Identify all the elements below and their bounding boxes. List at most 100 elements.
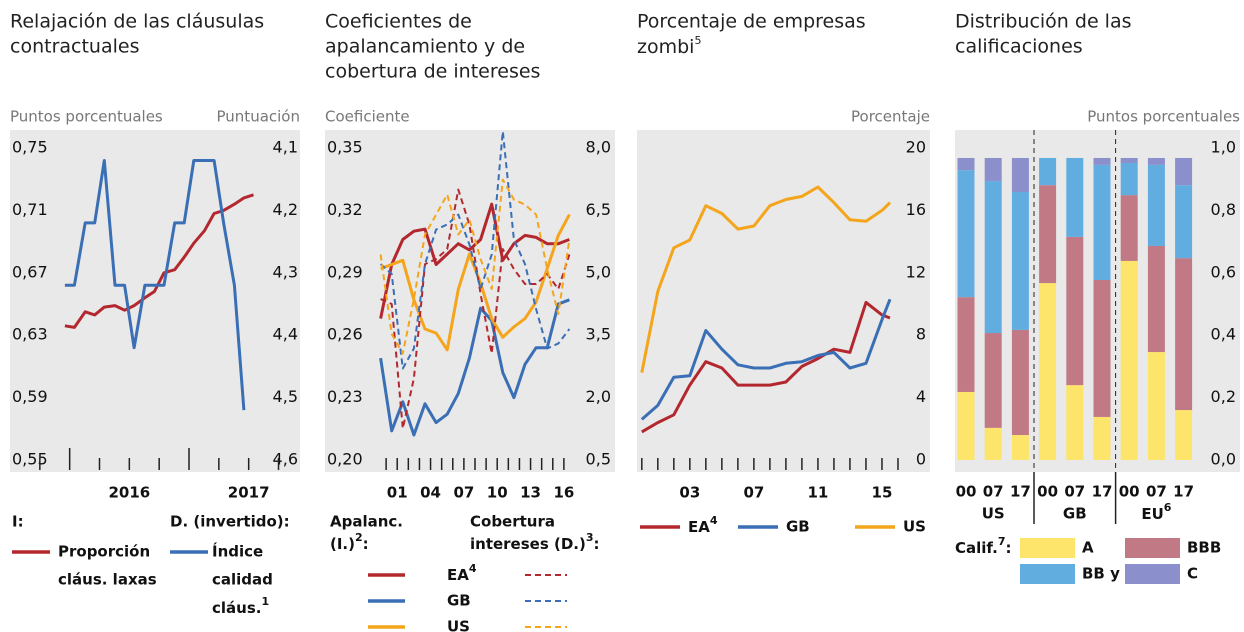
bar-segment bbox=[957, 297, 975, 392]
legend-header-text: (I.) bbox=[330, 535, 355, 553]
y2-tick-label: 6,5 bbox=[586, 200, 611, 219]
group-label-text: EU bbox=[1141, 505, 1163, 523]
series-line bbox=[380, 188, 571, 430]
bar-segment bbox=[1093, 164, 1111, 280]
bar-segment bbox=[1066, 157, 1084, 237]
y-axis-label: Porcentaje bbox=[851, 108, 930, 126]
legend-label: calidad bbox=[212, 571, 273, 589]
series-line bbox=[379, 178, 571, 355]
x-tick-label: 17 bbox=[1092, 483, 1113, 501]
y-tick-label: 0,20 bbox=[327, 450, 363, 469]
y-tick-label: 0,2 bbox=[1211, 387, 1236, 406]
group-label: EU6 bbox=[1141, 501, 1171, 523]
y2-tick-label: 4,3 bbox=[273, 262, 298, 281]
bar-segment bbox=[957, 170, 975, 298]
plot-background bbox=[637, 130, 930, 472]
legend-swatch bbox=[1020, 538, 1075, 558]
x-tick-label: 07 bbox=[453, 484, 474, 502]
bar-segment bbox=[1066, 385, 1084, 460]
chart-title: Porcentaje de empresas bbox=[637, 11, 866, 33]
x-tick-label: 2017 bbox=[228, 484, 270, 502]
legend-header-suffix: : bbox=[363, 535, 369, 553]
legend-title: Calif.7: bbox=[955, 535, 1011, 557]
y2-axis-label: Puntuación bbox=[217, 108, 300, 126]
y-tick-label: 20 bbox=[906, 138, 926, 157]
chart-title: zombi5 bbox=[637, 34, 701, 58]
y-tick-label: 0,55 bbox=[12, 450, 48, 469]
series-line bbox=[640, 185, 892, 373]
x-tick-label: 01 bbox=[387, 484, 408, 502]
x-tick-label: 17 bbox=[1010, 483, 1031, 501]
footnote-mark: 2 bbox=[355, 531, 363, 544]
bar-segment bbox=[1175, 258, 1193, 411]
y2-tick-label: 4,1 bbox=[273, 138, 298, 157]
legend-label: cláus.1 bbox=[212, 595, 269, 617]
y-tick-label: 0 bbox=[916, 450, 926, 469]
y-tick-label: 8 bbox=[916, 325, 926, 344]
legend-label: Proporción bbox=[58, 543, 150, 561]
y2-tick-label: 2,0 bbox=[586, 387, 611, 406]
legend-label-text: EA bbox=[447, 566, 469, 584]
footnote-mark: 4 bbox=[469, 562, 477, 575]
footnote-mark: 1 bbox=[261, 595, 269, 608]
bar-segment bbox=[1147, 352, 1165, 460]
bar-segment bbox=[1011, 191, 1029, 330]
x-tick-label: 10 bbox=[487, 484, 508, 502]
footnote-mark: 5 bbox=[694, 34, 701, 47]
y-tick-label: 0,63 bbox=[12, 325, 48, 344]
y-axis-label: Coeficiente bbox=[325, 108, 410, 126]
legend-label: US bbox=[903, 518, 926, 536]
bar-segment bbox=[1120, 157, 1138, 163]
series-line bbox=[641, 300, 891, 434]
x-tick-label: 00 bbox=[1037, 483, 1058, 501]
x-tick-label: 07 bbox=[983, 483, 1004, 501]
bar-segment bbox=[1147, 164, 1165, 246]
chart-title: Coeficientes de bbox=[325, 11, 472, 33]
bar-segment bbox=[1093, 157, 1111, 165]
y-tick-label: 16 bbox=[906, 200, 926, 219]
y-tick-label: 0,26 bbox=[327, 325, 363, 344]
legend-swatch bbox=[1125, 538, 1180, 558]
chart-title: apalancamiento y de bbox=[325, 36, 525, 58]
x-tick-label: 07 bbox=[1146, 483, 1167, 501]
legend-label: Índice bbox=[212, 542, 263, 561]
legend-label: US bbox=[447, 618, 470, 632]
bar-segment bbox=[1093, 279, 1111, 417]
legend-swatch bbox=[1020, 564, 1075, 584]
legend-header: I: bbox=[12, 513, 24, 531]
x-tick-label: 00 bbox=[956, 483, 977, 501]
legend-header: D. (invertido): bbox=[170, 513, 290, 531]
bar-segment bbox=[1147, 245, 1165, 353]
x-tick-label: 2016 bbox=[108, 484, 150, 502]
bar-segment bbox=[984, 427, 1002, 460]
chart-title: Relajación de las cláusulas bbox=[10, 11, 264, 33]
series-line bbox=[64, 159, 246, 411]
bar-segment bbox=[957, 391, 975, 460]
y-tick-label: 4 bbox=[916, 387, 926, 406]
legend-label-text: EA bbox=[688, 518, 710, 536]
chart-title: calificaciones bbox=[955, 36, 1083, 58]
legend-swatch bbox=[1125, 564, 1180, 584]
legend-label: GB bbox=[786, 518, 810, 536]
plot-background bbox=[325, 130, 615, 472]
series-line bbox=[640, 298, 892, 421]
chart-title: cobertura de intereses bbox=[325, 61, 540, 83]
plot-background bbox=[10, 130, 300, 472]
footnote-mark: 6 bbox=[1164, 501, 1172, 514]
legend-title-text: Calif. bbox=[955, 539, 998, 557]
x-tick-label: 07 bbox=[743, 484, 764, 502]
bar-segment bbox=[984, 333, 1002, 428]
bar-segment bbox=[1175, 185, 1193, 259]
series-line bbox=[379, 298, 570, 437]
footnote-mark: 7 bbox=[998, 535, 1006, 548]
y-tick-label: 1,0 bbox=[1211, 138, 1236, 157]
legend-header: intereses (D.)3: bbox=[470, 531, 600, 553]
bar-segment bbox=[1039, 185, 1057, 284]
legend-header-suffix: : bbox=[594, 535, 600, 553]
y-tick-label: 0,32 bbox=[327, 200, 363, 219]
y-tick-label: 0,8 bbox=[1211, 200, 1236, 219]
footnote-mark: 4 bbox=[710, 514, 718, 527]
x-tick-label: 13 bbox=[520, 484, 541, 502]
y2-tick-label: 4,6 bbox=[273, 450, 298, 469]
legend-label: A bbox=[1082, 539, 1094, 557]
